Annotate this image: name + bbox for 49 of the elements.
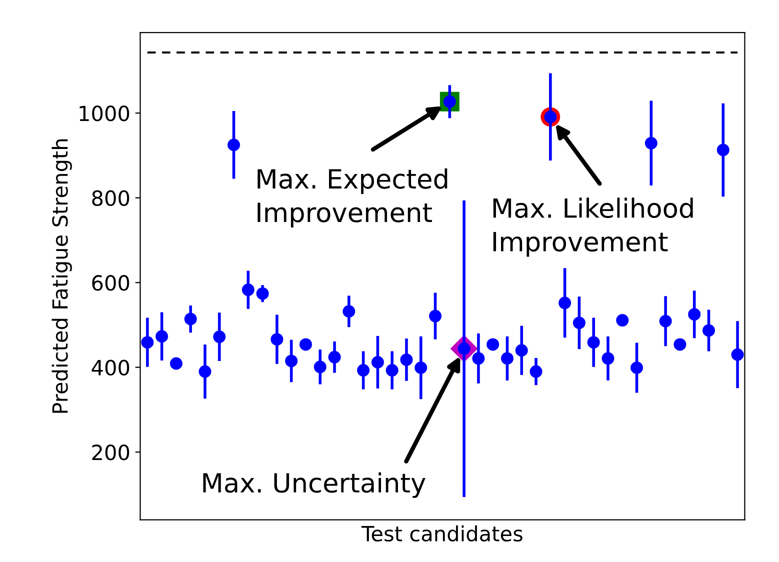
point <box>371 356 384 368</box>
point <box>515 344 528 357</box>
y-tick-label: 1000 <box>80 106 130 122</box>
point <box>486 338 500 351</box>
point <box>270 333 284 346</box>
point <box>702 324 715 337</box>
point <box>156 330 168 343</box>
point <box>472 352 485 365</box>
point <box>242 284 254 296</box>
point <box>213 330 226 344</box>
point <box>328 350 341 364</box>
x-axis-title: Test candidates <box>361 525 522 542</box>
point <box>716 144 730 156</box>
point <box>228 138 240 152</box>
point <box>530 365 542 378</box>
y-tick-label: 200 <box>92 444 130 460</box>
y-tick-label: 800 <box>92 190 130 206</box>
point <box>285 354 298 368</box>
point <box>357 364 370 377</box>
point <box>688 308 701 321</box>
y-axis-title: Predicted Fatigue Strength <box>52 139 72 413</box>
point <box>414 361 428 374</box>
point <box>630 361 644 374</box>
y-tick-label: 600 <box>92 275 130 291</box>
annotation: Max. Expected Improvement <box>258 168 448 228</box>
point <box>558 296 572 310</box>
point <box>674 338 686 351</box>
point <box>644 136 658 150</box>
point <box>400 353 413 366</box>
point <box>198 365 212 378</box>
point <box>342 305 356 318</box>
annotation: Max. Uncertainty <box>203 472 426 498</box>
point <box>141 336 154 349</box>
y-tick-label: 400 <box>92 360 130 376</box>
annotation: Max. Likelihood Improvement <box>493 198 693 257</box>
point <box>429 310 442 322</box>
point <box>170 357 182 370</box>
point <box>299 338 312 351</box>
point <box>256 287 269 300</box>
point <box>572 316 586 330</box>
point <box>500 352 514 365</box>
point <box>587 336 600 349</box>
point <box>616 314 629 327</box>
point <box>731 348 744 361</box>
point <box>659 314 672 328</box>
point <box>386 364 398 377</box>
point <box>184 312 197 326</box>
point <box>602 352 614 365</box>
point <box>314 360 326 374</box>
